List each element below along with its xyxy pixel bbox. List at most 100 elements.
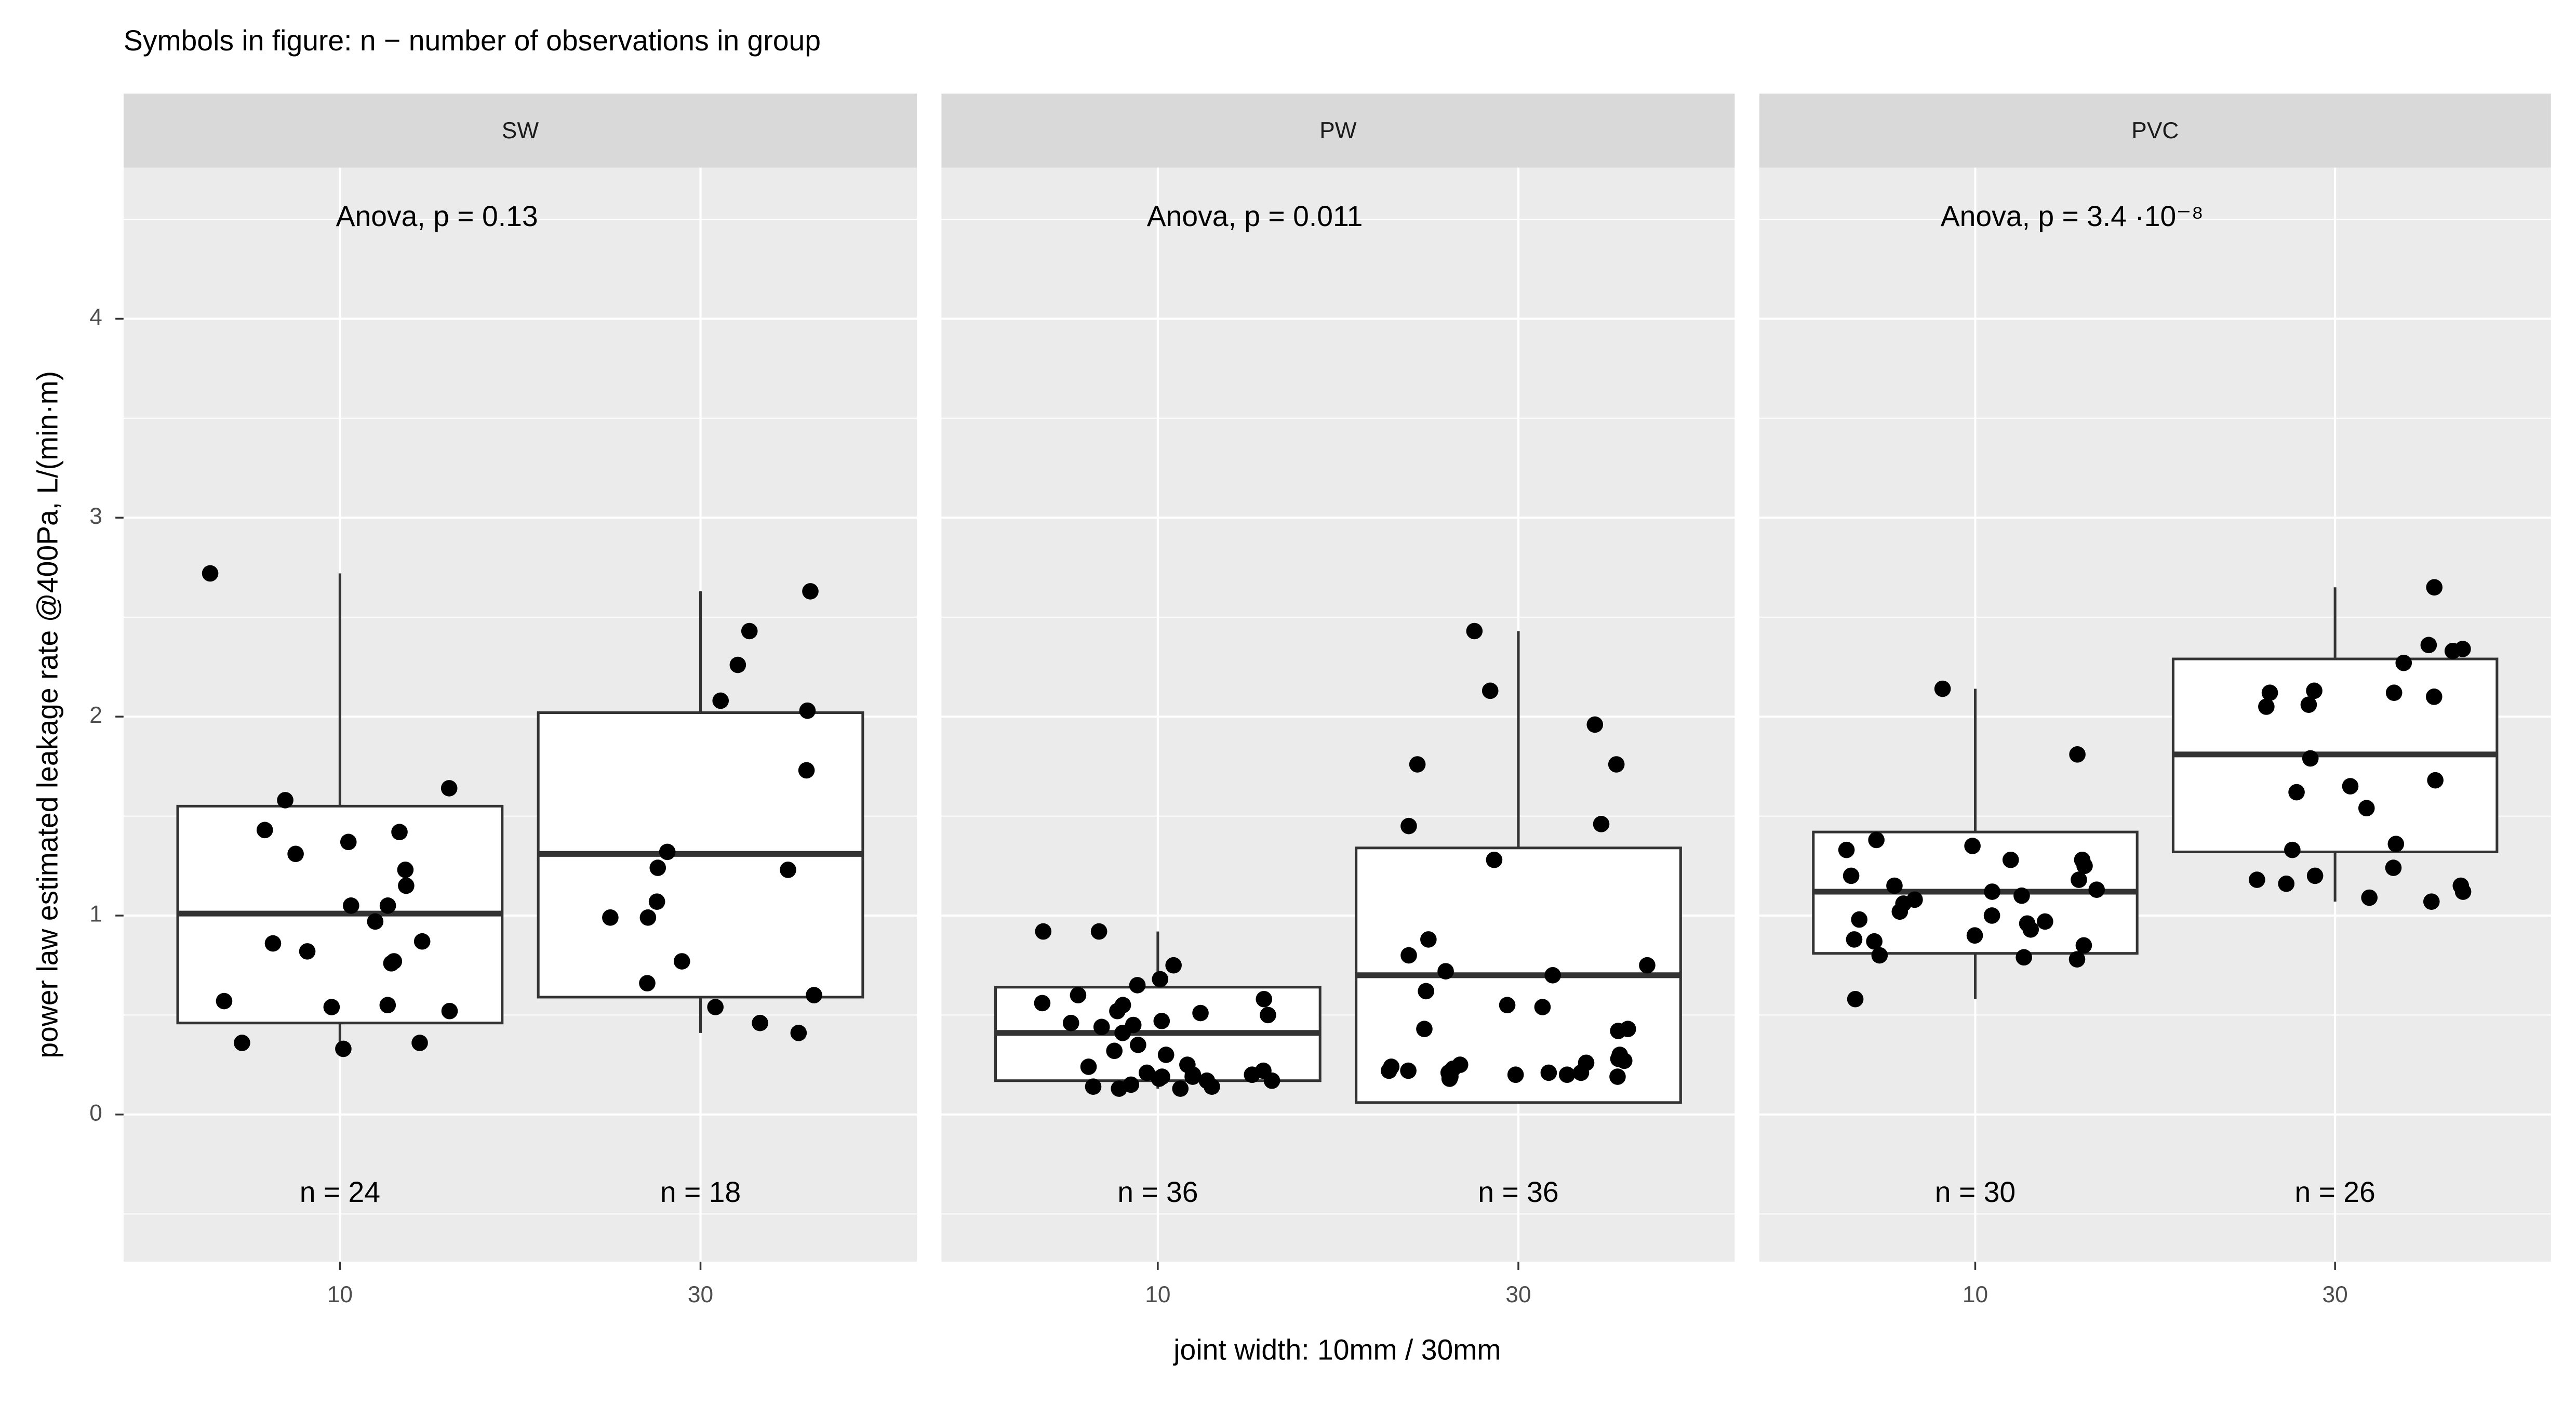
point <box>367 913 384 930</box>
n-label: n = 18 <box>660 1176 741 1208</box>
point <box>264 935 282 952</box>
point <box>1130 1036 1146 1053</box>
point <box>441 1002 458 1020</box>
point <box>1416 1021 1433 1037</box>
point <box>2420 637 2437 654</box>
point <box>1486 851 1503 868</box>
point <box>1886 877 1903 894</box>
point <box>1868 831 1885 849</box>
n-label: n = 36 <box>1478 1176 1558 1208</box>
point <box>383 955 400 972</box>
point <box>1983 907 2000 924</box>
point <box>1540 1064 1557 1081</box>
y-tick-label: 3 <box>89 504 102 529</box>
point <box>2002 851 2019 868</box>
point <box>1151 1070 1168 1087</box>
point <box>1184 1068 1201 1085</box>
point <box>2306 867 2324 884</box>
point <box>2071 871 2087 888</box>
point <box>2300 696 2317 713</box>
point <box>2075 937 2092 954</box>
point <box>1466 623 1483 640</box>
point <box>413 933 431 950</box>
point <box>1172 1080 1189 1097</box>
point <box>2395 654 2412 671</box>
point <box>2013 887 2030 904</box>
point <box>335 1040 352 1057</box>
point <box>1409 756 1426 773</box>
point <box>639 909 657 926</box>
point <box>799 702 816 719</box>
point <box>202 565 219 582</box>
chart-title: Symbols in figure: n − number of observa… <box>124 24 821 57</box>
point <box>340 833 357 851</box>
point <box>1165 957 1182 974</box>
strip-background <box>1759 94 2551 168</box>
annotation: Anova, p = 0.13 <box>336 200 538 232</box>
point <box>673 953 690 970</box>
point <box>1138 1064 1155 1081</box>
point <box>2288 784 2305 801</box>
point <box>1400 1062 1417 1079</box>
point <box>2278 875 2295 892</box>
point <box>2425 689 2442 705</box>
point <box>1062 1014 1079 1031</box>
strip-background <box>123 94 917 168</box>
point <box>216 992 233 1010</box>
x-tick-label: 10 <box>1963 1282 1988 1307</box>
point <box>1441 1070 1458 1087</box>
x-axis-label: joint width: 10mm / 30mm <box>1172 1334 1501 1366</box>
point <box>1846 931 1863 948</box>
point <box>1534 999 1551 1015</box>
point <box>707 999 724 1015</box>
strip-label: PVC <box>2131 118 2179 143</box>
point <box>391 824 408 840</box>
point <box>1437 963 1454 980</box>
strip-label: PW <box>1319 118 1357 143</box>
point <box>1838 841 1855 858</box>
n-label: n = 36 <box>1117 1176 1198 1208</box>
y-tick-label: 0 <box>89 1100 102 1126</box>
point <box>1843 867 1860 884</box>
annotation: Anova, p = 3.4 ·10⁻⁸ <box>1941 200 2204 232</box>
point <box>2385 859 2402 876</box>
point <box>2037 913 2053 930</box>
point <box>1260 1007 1276 1024</box>
n-label: n = 24 <box>300 1176 380 1208</box>
point <box>1204 1078 1220 1095</box>
point <box>1964 838 1981 854</box>
point <box>2426 579 2443 596</box>
point <box>2387 836 2405 852</box>
point <box>2016 949 2032 966</box>
point <box>1114 1025 1131 1041</box>
point <box>1093 1018 1110 1036</box>
point <box>1586 716 1604 733</box>
point <box>397 862 414 878</box>
point <box>639 975 656 991</box>
point <box>1400 947 1417 964</box>
point <box>1847 990 1864 1008</box>
point <box>1507 1066 1524 1083</box>
point <box>2444 642 2461 659</box>
strip-background <box>941 94 1735 168</box>
point <box>1244 1066 1261 1083</box>
point <box>1891 903 1908 920</box>
point <box>2454 883 2472 900</box>
point <box>659 843 676 861</box>
point <box>1153 1013 1170 1029</box>
point <box>752 1014 768 1031</box>
point <box>343 897 359 914</box>
point <box>2068 951 2086 968</box>
point <box>1544 967 1561 984</box>
y-tick-label: 4 <box>89 305 102 330</box>
y-axis-label: power law estimated leakage rate @400Pa,… <box>31 371 63 1058</box>
point <box>1085 1078 1102 1095</box>
point <box>1609 1068 1626 1085</box>
point <box>1111 1080 1128 1097</box>
point <box>729 656 746 673</box>
point <box>287 845 304 863</box>
point <box>1984 883 2000 900</box>
point <box>441 780 458 797</box>
